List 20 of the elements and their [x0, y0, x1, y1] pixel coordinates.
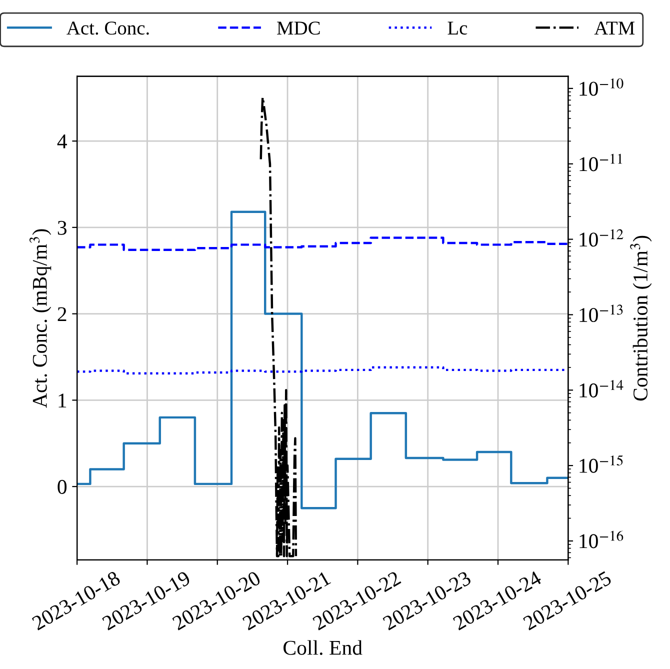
- y2-tick-label: 10$^{−12}$: [580, 229, 624, 247]
- x-axis-title: Coll. End: [284, 640, 362, 655]
- y-axis-title: Act. Conc. (mBq/m$^{3}$): [29, 229, 52, 408]
- y-tick-label: 3: [58, 220, 67, 235]
- legend-label: Act. Conc.: [66, 22, 149, 35]
- y2-axis-title: Contribution (1/m$^{3}$): [630, 236, 652, 401]
- y-tick-label: 2: [58, 307, 66, 322]
- line-series: [260, 96, 298, 558]
- y-tick-label: 4: [57, 134, 67, 148]
- y2-tick-label: 10$^{−16}$: [580, 530, 624, 548]
- y2-tick-label: 10$^{−13}$: [580, 304, 623, 322]
- legend-label: Lc: [448, 22, 468, 35]
- y2-tick-label: 10$^{−10}$: [580, 78, 624, 96]
- y-tick-label: 0: [58, 480, 67, 494]
- y2-tick-label: 10$^{−11}$: [580, 154, 622, 172]
- legend-label: MDC: [277, 22, 320, 35]
- y2-tick-label: 10$^{−15}$: [580, 455, 623, 473]
- y2-tick-label: 10$^{−14}$: [580, 380, 624, 398]
- y-tick-label: 1: [58, 394, 66, 408]
- legend-label: ATM: [594, 22, 635, 34]
